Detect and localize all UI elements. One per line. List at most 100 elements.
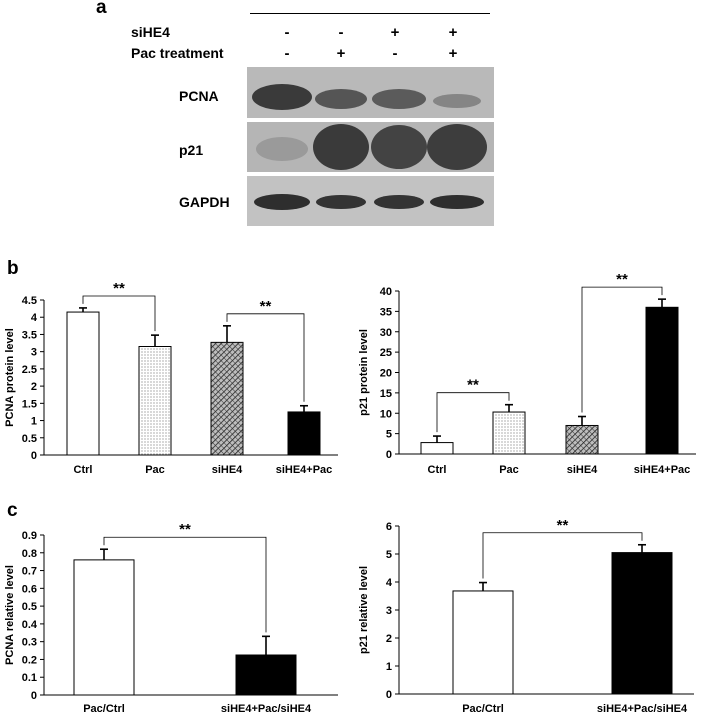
significance-bracket — [482, 532, 643, 579]
bar-crosshatch — [566, 425, 598, 454]
significance-bracket — [436, 392, 510, 433]
y-tick-label: 3.5 — [22, 329, 37, 341]
western-blot-panel: siHE4 Pac treatment - - + + - + - + PCNA — [0, 0, 708, 235]
y-tick-label: 30 — [380, 327, 392, 339]
y-tick-label: 0.9 — [22, 530, 37, 542]
y-tick-label: 40 — [380, 286, 392, 298]
x-tick-label: Pac/Ctrl — [462, 703, 504, 715]
y-tick-label: 1 — [386, 661, 392, 673]
significance-label: ** — [179, 521, 191, 538]
sign: + — [390, 24, 400, 41]
x-tick-label: Ctrl — [428, 464, 447, 476]
significance-label: ** — [467, 377, 479, 394]
sign: - — [284, 24, 290, 41]
panel-letter-b: b — [7, 258, 19, 279]
bar-Ctrl — [420, 442, 454, 455]
blot-image-gapdh — [247, 176, 494, 226]
x-tick-label: siHE4+Pac/siHE4 — [597, 703, 688, 715]
condition-label-sihe4: siHE4 — [131, 24, 170, 40]
chart-pcna-relative: 0 0.1 0.2 0.3 0.4 0.5 0.6 0.7 0.8 0.9 PCNA relativ… — [0, 510, 354, 715]
y-tick-label: 25 — [380, 347, 392, 359]
sign: - — [338, 24, 344, 41]
bar-siHE4+Pac — [645, 306, 679, 455]
x-tick-label: siHE4+Pac — [276, 464, 333, 476]
bar-siHE4+Pac/siHE4 — [611, 552, 673, 695]
significance-bracket — [82, 295, 156, 332]
bar-siHE4+Pac/siHE4 — [235, 654, 297, 696]
chart-p21-relative: 0 1 2 3 4 5 6 p21 relative level Pac/Ctrl siHE4+P… — [354, 510, 708, 715]
y-tick-label: 0 — [386, 449, 392, 461]
x-tick-label: Pac/Ctrl — [83, 703, 125, 715]
y-tick-label: 10 — [380, 408, 392, 420]
panel-letter-c: c — [7, 500, 18, 521]
sign: + — [448, 45, 458, 62]
band-label-pcna: PCNA — [179, 88, 219, 104]
sign: - — [392, 45, 398, 62]
y-tick-label: 2 — [31, 381, 37, 393]
y-axis-label: p21 relative level — [358, 566, 370, 654]
y-tick-label: 1.5 — [22, 398, 37, 410]
y-tick-label: 0.8 — [22, 548, 37, 560]
y-tick-label: 5 — [386, 429, 392, 441]
bar-Pac — [492, 411, 526, 455]
bar-Ctrl — [66, 311, 100, 456]
blot-image-p21 — [247, 122, 494, 172]
y-tick-label: 15 — [380, 388, 392, 400]
y-tick-label: 5 — [386, 549, 392, 561]
significance-label: ** — [616, 271, 628, 288]
x-tick-label: siHE4 — [212, 464, 243, 476]
y-tick-label: 2.5 — [22, 364, 37, 376]
y-tick-label: 20 — [380, 368, 392, 380]
chart-pcna-protein: 0 0.5 1 1.5 2 2.5 3 3.5 4 4.5 PCNA protein level Ct… — [0, 270, 354, 490]
y-tick-label: 0.5 — [22, 601, 37, 613]
y-tick-label: 0 — [386, 689, 392, 701]
sign: + — [448, 24, 458, 41]
x-tick-label: siHE4+Pac/siHE4 — [221, 703, 312, 715]
y-tick-label: 4 — [386, 577, 393, 589]
band-label-p21: p21 — [179, 142, 204, 158]
bar-crosshatch — [211, 342, 243, 455]
x-tick-label: Ctrl — [74, 464, 93, 476]
sign: + — [336, 45, 346, 62]
y-axis-label: PCNA protein level — [4, 328, 16, 427]
x-tick-label: siHE4 — [567, 464, 598, 476]
x-tick-label: Pac — [499, 464, 519, 476]
band-label-gapdh: GAPDH — [179, 194, 230, 210]
y-tick-label: 0 — [31, 690, 37, 702]
chart-pcna-protein-svg: 0 0.5 1 1.5 2 2.5 3 3.5 4 4.5 PCNA protein level Ct… — [4, 280, 338, 476]
condition-label-pac: Pac treatment — [131, 45, 224, 61]
blot-image-pcna — [247, 67, 494, 118]
y-tick-label: 4 — [31, 312, 38, 324]
chart-pcna-relative-svg: 0 0.1 0.2 0.3 0.4 0.5 0.6 0.7 0.8 0.9 PCNA relativ… — [4, 521, 338, 715]
y-tick-label: 2 — [386, 633, 392, 645]
chart-p21-protein-svg: 0 5 10 15 20 25 30 35 40 p21 protein level Ctrl Pac… — [358, 271, 696, 476]
y-tick-label: 0.3 — [22, 637, 37, 649]
sign: - — [284, 45, 290, 62]
y-tick-label: 0.1 — [22, 672, 37, 684]
significance-label: ** — [557, 517, 569, 534]
significance-bracket — [103, 536, 267, 633]
y-tick-label: 6 — [386, 521, 392, 533]
x-tick-label: siHE4+Pac — [634, 464, 691, 476]
y-tick-label: 35 — [380, 306, 392, 318]
y-tick-label: 3 — [31, 347, 37, 359]
y-axis-label: p21 protein level — [358, 329, 370, 416]
blot-header-line — [250, 13, 490, 14]
bar-Pac/Ctrl — [452, 590, 514, 695]
y-tick-label: 0 — [31, 450, 37, 462]
y-tick-label: 1 — [31, 416, 37, 428]
y-tick-label: 3 — [386, 605, 392, 617]
significance-label: ** — [260, 298, 272, 315]
y-tick-label: 0.4 — [22, 619, 38, 631]
chart-p21-protein: 0 5 10 15 20 25 30 35 40 p21 protein level Ctrl Pac… — [354, 270, 708, 490]
significance-bracket — [226, 313, 305, 402]
y-tick-label: 0.6 — [22, 583, 37, 595]
y-tick-label: 0.5 — [22, 433, 37, 445]
y-tick-label: 4.5 — [22, 295, 37, 307]
significance-bracket — [581, 286, 663, 413]
x-tick-label: Pac — [145, 464, 165, 476]
significance-label: ** — [113, 280, 125, 297]
y-tick-label: 0.2 — [22, 654, 37, 666]
panel-letter-a: a — [96, 0, 107, 18]
y-tick-label: 0.7 — [22, 566, 37, 578]
